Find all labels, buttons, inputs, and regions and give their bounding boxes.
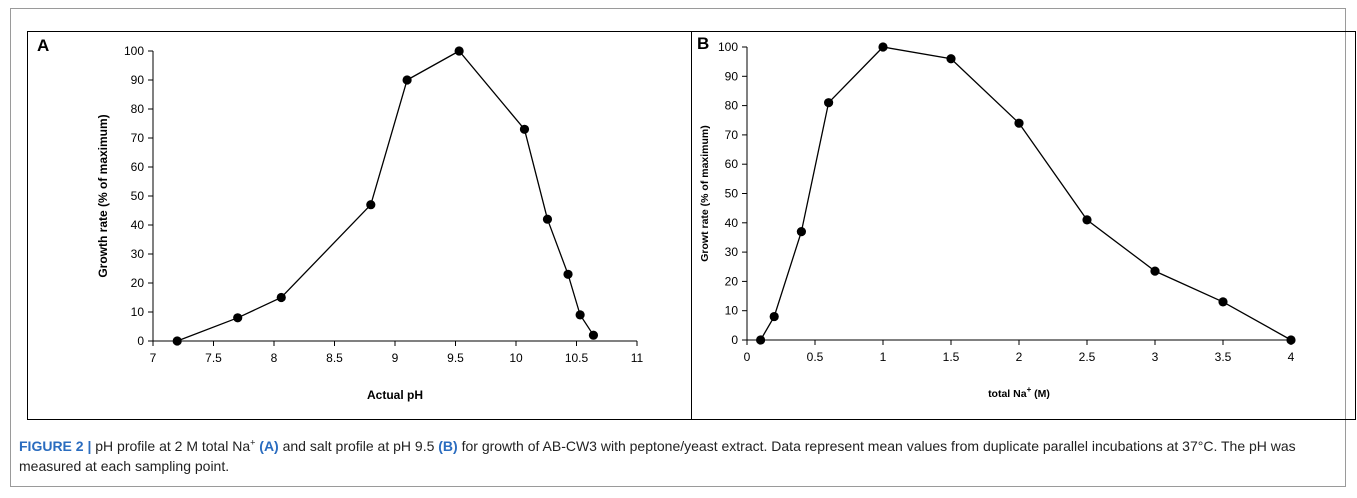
caption-text-3: and salt profile at pH 9.5 — [278, 438, 439, 454]
x-tick-label-b: 3 — [1152, 350, 1159, 364]
x-tick-label-a: 8.5 — [326, 351, 343, 365]
x-tick-label-a: 9 — [392, 351, 399, 365]
y-tick-label-a: 70 — [131, 131, 145, 145]
y-tick-label-a: 30 — [131, 247, 145, 261]
y-tick-label-a: 100 — [124, 44, 144, 58]
panel-a: A 0 10 20 30 40 50 60 70 80 90 100 7 7.5 8 8.5 9 9.5 10 10.… — [27, 31, 692, 420]
y-tick-label-a: 60 — [131, 160, 145, 174]
y-tick-label-a: 10 — [131, 305, 145, 319]
y-tick-label-a: 90 — [131, 73, 145, 87]
x-axis-title-b: total Na+ (M) — [988, 385, 1050, 400]
x-axis-title-sup-b: + — [1027, 385, 1032, 394]
series-line-b — [760, 46, 1292, 341]
data-point-b — [1014, 118, 1024, 128]
x-tick-label-b: 2.5 — [1079, 350, 1096, 364]
series-line-a — [176, 50, 594, 342]
y-tick-label-a: 40 — [131, 218, 145, 232]
y-axis-title-a: Growth rate (% of maximum) — [96, 114, 110, 277]
x-tick-label-b: 1 — [880, 350, 887, 364]
y-tick-label-a: 20 — [131, 276, 145, 290]
data-point-a — [563, 269, 573, 279]
y-tick-label-b: 30 — [725, 245, 739, 259]
data-point-b — [946, 54, 956, 64]
x-axis-title-prefix-b: total Na — [988, 388, 1027, 400]
data-point-a — [366, 200, 376, 210]
x-tick-label-b: 4 — [1288, 350, 1295, 364]
x-tick-label-b: 1.5 — [943, 350, 960, 364]
data-point-b — [769, 311, 779, 322]
x-tick-label-a: 10.5 — [565, 351, 589, 365]
x-tick-label-a: 8 — [271, 351, 278, 365]
caption-text-4: for growth of AB-CW3 with peptone/yeast … — [19, 438, 1296, 474]
data-point-a — [454, 46, 464, 56]
data-point-a — [588, 330, 599, 340]
x-tick-label-a: 9.5 — [447, 351, 464, 365]
y-tick-label-b: 40 — [725, 216, 739, 230]
y-tick-label-b: 80 — [725, 99, 739, 113]
data-point-a — [542, 214, 553, 224]
y-tick-label-b: 60 — [725, 157, 739, 171]
panel-b-border — [691, 31, 1356, 420]
data-point-b — [1286, 335, 1296, 345]
data-point-b — [1082, 215, 1092, 225]
caption-ref-a: (A) — [259, 438, 279, 454]
y-tick-label-b: 70 — [725, 128, 739, 142]
data-point-a — [233, 313, 243, 323]
chart-b-svg: B 0 10 20 30 40 50 60 70 80 90 100 0 0.5 1 1.5 2 2.5 3 3.5 4… — [697, 34, 1296, 400]
x-tick-label-b: 3.5 — [1215, 350, 1232, 364]
y-tick-label-b: 10 — [725, 304, 739, 318]
data-point-a — [172, 336, 182, 346]
y-tick-label-b: 20 — [725, 274, 739, 288]
y-tick-label-b: 90 — [725, 69, 739, 83]
x-tick-label-a: 7.5 — [205, 351, 222, 365]
data-point-a — [276, 292, 286, 303]
data-point-b — [1218, 297, 1228, 307]
x-tick-label-a: 7 — [150, 351, 157, 365]
x-tick-label-b: 0.5 — [807, 350, 824, 364]
y-tick-label-b: 50 — [725, 187, 739, 201]
figure-caption: FIGURE 2 | pH profile at 2 M total Na+ (… — [19, 436, 1339, 476]
data-point-a — [575, 310, 585, 320]
x-tick-label-a: 11 — [631, 351, 644, 365]
data-point-a — [402, 75, 412, 85]
data-point-b — [824, 98, 834, 108]
chart-a-svg: A 0 10 20 30 40 50 60 70 80 90 100 7 7.5 8 8.5 9 9.5 10 10.… — [37, 36, 644, 402]
caption-ref-b: (B) — [438, 438, 458, 454]
caption-text-1: pH profile at 2 M total Na — [91, 438, 251, 454]
x-axis-title-a: Actual pH — [367, 388, 423, 402]
x-tick-label-b: 0 — [744, 350, 751, 364]
y-tick-label-b: 100 — [718, 40, 738, 54]
data-point-b — [878, 42, 888, 52]
y-axis-title-b: Growt rate (% of maximum) — [699, 125, 711, 262]
data-point-b — [796, 226, 806, 237]
figure-frame: A 0 10 20 30 40 50 60 70 80 90 100 7 7.5 8 8.5 9 9.5 10 10.… — [10, 8, 1356, 487]
panel-b: B 0 10 20 30 40 50 60 70 80 90 100 0 0.5 1 1.5 2 2.5 3 3.5 4… — [691, 31, 1356, 420]
data-point-b — [1150, 266, 1160, 276]
x-tick-label-a: 10 — [509, 351, 523, 365]
y-tick-label-a: 0 — [137, 334, 144, 348]
data-point-b — [756, 335, 766, 345]
panel-letter-a: A — [37, 36, 49, 55]
caption-figure-label: FIGURE 2 | — [19, 438, 92, 454]
caption-sup-1: + — [250, 437, 256, 448]
data-point-a — [519, 124, 530, 134]
y-tick-label-a: 50 — [131, 189, 145, 203]
panel-letter-b: B — [697, 34, 709, 53]
x-tick-label-b: 2 — [1016, 350, 1023, 364]
x-axis-title-suffix-b: (M) — [1031, 388, 1050, 400]
y-tick-label-b: 0 — [731, 333, 738, 347]
y-tick-label-a: 80 — [131, 102, 145, 116]
